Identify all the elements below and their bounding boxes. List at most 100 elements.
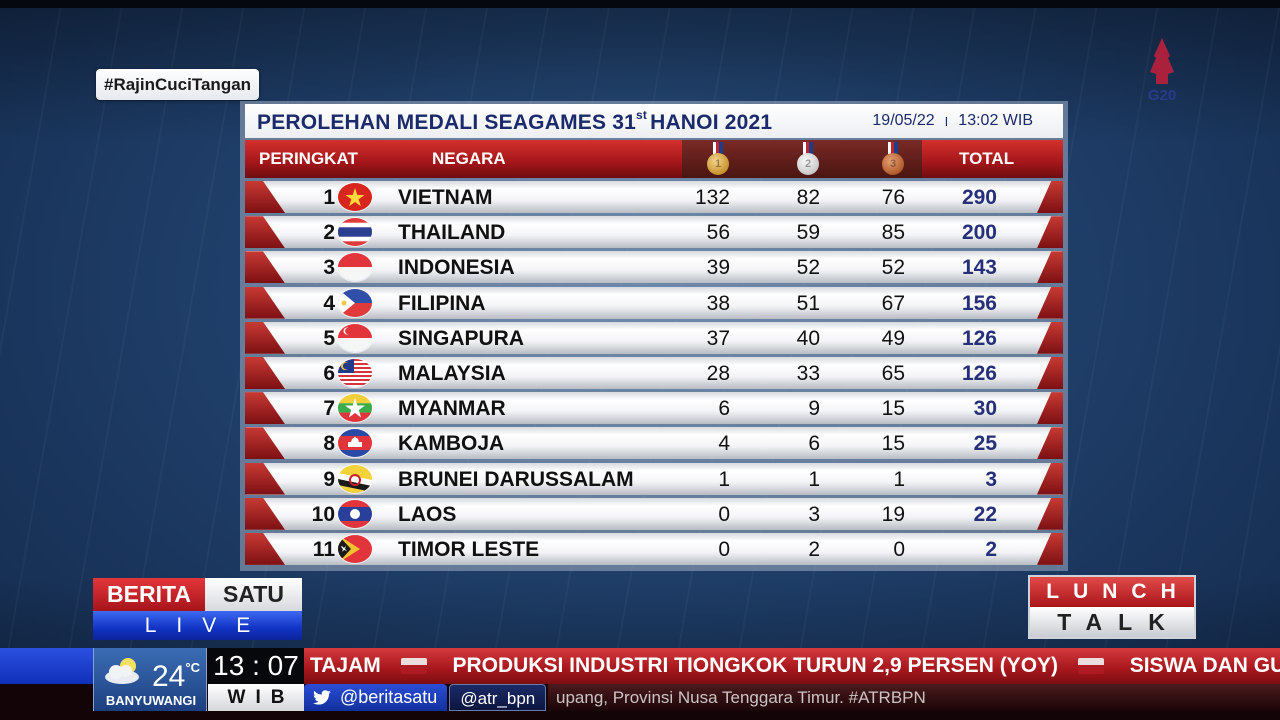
country-name: INDONESIA: [398, 256, 515, 280]
twitter-bird-icon: [313, 689, 331, 705]
hashtag-badge: #RajinCuciTangan: [96, 69, 260, 100]
country-name: TIMOR LESTE: [398, 537, 540, 561]
total-count: 126: [961, 361, 997, 385]
bronze-count: 19: [881, 502, 905, 526]
bronze-count: 1: [893, 467, 905, 491]
country-name: SINGAPURA: [398, 326, 525, 350]
bronze-count: 15: [881, 397, 905, 421]
malaysia-flag-icon: [338, 358, 372, 387]
header-total: TOTAL: [959, 149, 1015, 168]
svg-text:G20: G20: [1148, 87, 1176, 104]
gold-count: 0: [718, 537, 730, 561]
silver-count: 51: [796, 291, 820, 315]
timor-leste-flag-icon: [338, 534, 372, 563]
table-row: 3 INDONESIA 39 52 52 143: [245, 251, 1063, 284]
silver-count: 59: [796, 221, 820, 245]
rank: 11: [312, 537, 335, 561]
beritasatu-live-logo: BERITA SATU LIVE: [93, 578, 302, 640]
gold-count: 37: [706, 326, 730, 350]
bronze-count: 67: [881, 291, 905, 315]
country-name: KAMBOJA: [398, 432, 505, 456]
cambodia-flag-icon: [338, 429, 372, 458]
brunei-flag-icon: [338, 464, 372, 493]
ticker-separator-icon: [1077, 658, 1104, 675]
header-country: NEGARA: [432, 149, 506, 168]
brand-berita: BERITA: [93, 578, 205, 611]
country-name: LAOS: [398, 502, 457, 526]
bronze-count: 76: [881, 186, 905, 209]
myanmar-flag-icon: [338, 394, 372, 423]
table-body: 1 VIETNAM 132 82 76 290 2 THAILAND 56 59…: [245, 181, 1063, 565]
brand-satu: SATU: [205, 578, 302, 611]
silver-count: 1: [808, 467, 820, 491]
total-count: 156: [961, 291, 997, 315]
lower-third-accent: [0, 648, 93, 684]
table-row: 4 FILIPINA 38 51 67 156: [245, 286, 1063, 319]
program-line2: TALK: [1030, 607, 1194, 637]
silver-count: 6: [808, 432, 820, 456]
ticker-separator-icon: [400, 658, 427, 675]
silver-count: 3: [808, 502, 820, 526]
silver-medal-icon: 2: [796, 142, 820, 176]
partly-cloudy-icon: [105, 658, 139, 684]
live-badge: LIVE: [93, 611, 302, 640]
separator: I: [944, 113, 949, 129]
bronze-count: 0: [893, 537, 905, 561]
gold-medal-icon: 1: [706, 142, 730, 176]
philippines-flag-icon: [338, 288, 372, 317]
country-name: VIETNAM: [398, 186, 493, 209]
bronze-count: 15: [881, 432, 905, 456]
silver-count: 9: [808, 397, 820, 421]
twitter-handle: @beritasatu: [304, 684, 448, 711]
medal-table-title-bar: PEROLEHAN MEDALI SEAGAMES 31st HANOI 2021…: [245, 104, 1063, 138]
singapore-flag-icon: [338, 323, 372, 352]
rank: 3: [323, 256, 335, 280]
medal-table: PEROLEHAN MEDALI SEAGAMES 31st HANOI 2021…: [240, 101, 1068, 571]
social-handles: @beritasatu @atr_bpn: [304, 684, 547, 711]
sub-ticker: upang, Provinsi Nusa Tenggara Timur. #AT…: [548, 684, 1280, 711]
clock-time: 13 : 07: [208, 648, 304, 684]
bronze-medal-icon: 3: [881, 142, 905, 176]
vietnam-flag-icon: [338, 183, 372, 211]
bronze-count: 85: [881, 221, 905, 245]
rank: 2: [323, 221, 335, 245]
country-name: THAILAND: [398, 221, 506, 245]
table-header: PERINGKAT NEGARA 1 2 3 TOTAL: [245, 140, 1063, 178]
rank: 7: [323, 397, 335, 421]
bronze-count: 52: [881, 256, 905, 280]
table-row: 5 SINGAPURA 37 40 49 126: [245, 321, 1063, 354]
table-row: 7 MYANMAR 6 9 15 30: [245, 392, 1063, 425]
weather-widget: 24°C BANYUWANGI: [93, 648, 207, 711]
rank: 4: [323, 291, 335, 315]
laos-flag-icon: [338, 499, 372, 528]
table-row: 9 BRUNEI DARUSSALAM 1 1 1 3: [245, 462, 1063, 495]
total-count: 143: [961, 256, 997, 280]
ticker-item: SISWA DAN GURU: [1129, 654, 1280, 677]
ticker-item: PRODUKSI INDUSTRI TIONGKOK TURUN 2,9 PER…: [452, 654, 1059, 677]
rank: 9: [323, 467, 335, 491]
gold-count: 38: [706, 291, 730, 315]
gold-count: 56: [706, 221, 730, 245]
indonesia-flag-icon: [338, 253, 372, 282]
bronze-count: 65: [881, 361, 905, 385]
country-name: MYANMAR: [398, 397, 506, 421]
city-label: BANYUWANGI: [105, 693, 197, 708]
clock-widget: 13 : 07 WIB: [208, 648, 304, 711]
rank: 6: [323, 361, 335, 385]
country-name: MALAYSIA: [398, 361, 506, 385]
silver-count: 40: [796, 326, 820, 350]
lower-third: 24°C BANYUWANGI 13 : 07 WIB TAJAM PRODUK…: [0, 648, 1280, 720]
silver-count: 52: [796, 256, 820, 280]
total-count: 290: [961, 186, 997, 209]
country-name: BRUNEI DARUSSALAM: [398, 467, 634, 491]
letterbox-bar: [0, 0, 1280, 8]
table-row: 6 MALAYSIA 28 33 65 126: [245, 356, 1063, 389]
gold-count: 28: [706, 361, 730, 385]
total-count: 3: [985, 467, 997, 491]
header-rank: PERINGKAT: [259, 149, 358, 168]
program-line1: LUNCH: [1030, 577, 1194, 607]
partner-handle: @atr_bpn: [449, 684, 547, 711]
ticker-item: TAJAM: [310, 654, 381, 677]
medal-header-block: 1 2 3: [682, 140, 922, 178]
table-row: 8 KAMBOJA 4 6 15 25: [245, 427, 1063, 460]
